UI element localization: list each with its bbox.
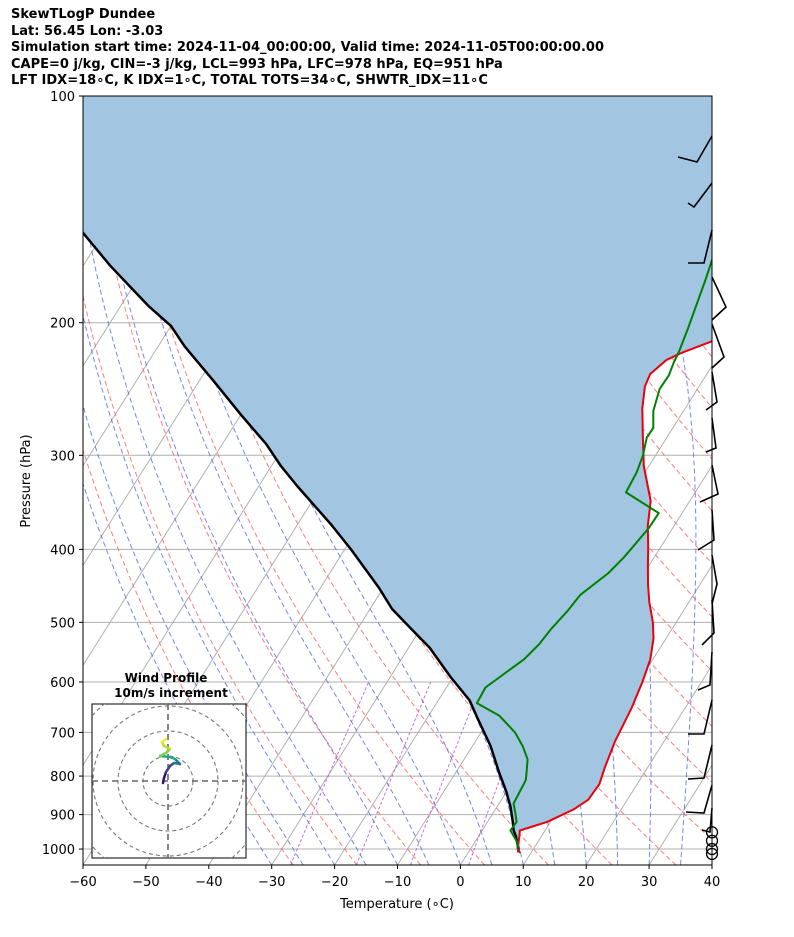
x-tick-label: 40: [704, 875, 721, 890]
moist-adiabat-line: [112, 96, 430, 865]
hodograph-inset: Wind Profile 10m/s increment: [91, 671, 247, 859]
x-tick-label: 10: [515, 875, 532, 890]
parcel-path-line: [83, 230, 520, 853]
indices-line-2: LFT IDX=18∘C, K IDX=1∘C, TOTAL TOTS=34∘C…: [11, 73, 488, 88]
mixing-ratio-line: [468, 681, 537, 865]
wind-barb: [677, 135, 713, 163]
y-tick-label: 300: [50, 449, 75, 464]
y-tick-label: 600: [50, 676, 75, 691]
dry-adiabat-line: [736, 96, 794, 865]
y-tick-label: 1000: [42, 843, 75, 858]
mixing-ratio-line: [290, 681, 370, 865]
hodograph-trace: [158, 737, 182, 785]
moist-adiabat-line: [711, 860, 712, 865]
y-tick-label: 900: [50, 809, 75, 824]
x-tick-label: −20: [321, 875, 348, 890]
profile-lines: [83, 230, 712, 854]
hodograph-rings: [92, 704, 246, 858]
x-tick-label: 30: [641, 875, 658, 890]
isotherm-line: [711, 864, 712, 865]
moist-adiabat-line: [138, 96, 461, 865]
x-axis: −60 −50 −40 −30 −20 −10 0 10 20 30 40: [69, 865, 720, 890]
temperature-line: [516, 340, 712, 854]
time-line: Simulation start time: 2024-11-04_00:00:…: [11, 40, 604, 55]
dewpoint-line: [475, 256, 712, 850]
moist-adiabat-line: [589, 96, 697, 865]
moist-adiabat-line: [83, 313, 336, 865]
wind-barb: [697, 509, 715, 551]
hodograph-title: Wind Profile: [125, 671, 208, 685]
wind-barb: [711, 554, 718, 605]
dry-adiabat-line: [768, 96, 794, 865]
wind-barb: [701, 599, 715, 646]
location-line: Lat: 56.45 Lon: -3.03: [11, 23, 164, 39]
wind-barb: [705, 417, 717, 453]
y-tick-label: 200: [50, 317, 75, 332]
y-tick-label: 400: [50, 543, 75, 558]
y-tick-label: 800: [50, 770, 75, 785]
cape-area: [83, 96, 712, 853]
wind-barb: [688, 229, 713, 264]
wind-barb: [701, 807, 713, 834]
wind-barb: [711, 276, 727, 321]
chart-header: SkewTLogP Dundee Lat: 56.45 Lon: -3.03 S…: [11, 7, 604, 90]
x-tick-label: −60: [69, 875, 96, 890]
y-tick-label: 700: [50, 726, 75, 741]
moist-adiabat-line: [83, 200, 367, 865]
mixing-ratio-line: [355, 681, 432, 865]
y-axis: 100 200 300 400 500 600 700 800 900 1000: [42, 90, 83, 858]
dry-adiabat-line: [83, 293, 358, 865]
wind-barb: [711, 323, 725, 369]
moist-adiabat-line: [89, 96, 398, 865]
cape-cin-shading: [83, 96, 712, 853]
moist-adiabat-line: [466, 96, 652, 865]
dry-adiabat-line: [702, 96, 712, 111]
indices-line-1: CAPE=0 j/kg, CIN=-3 j/kg, LCL=993 hPa, L…: [11, 56, 503, 72]
dry-adiabat-line: [116, 96, 485, 865]
x-tick-label: −30: [258, 875, 285, 890]
x-tick-label: −10: [384, 875, 411, 890]
y-axis-label: Pressure (hPa): [19, 434, 34, 527]
moist-adiabat-line: [83, 482, 273, 865]
hodograph-subtitle: 10m/s increment: [114, 686, 228, 700]
x-tick-label: −50: [132, 875, 159, 890]
wind-barb: [697, 651, 713, 691]
hodograph-segment: [160, 737, 168, 744]
y-tick-label: 500: [50, 616, 75, 631]
wind-barb: [687, 182, 713, 209]
chart-title: SkewTLogP Dundee: [11, 7, 156, 22]
x-axis-label: Temperature (∘C): [339, 897, 454, 912]
isotherm-line: [0, 96, 1, 865]
x-tick-label: 20: [578, 875, 595, 890]
isotherm-line: [585, 664, 712, 865]
wind-barb: [687, 744, 713, 780]
y-tick-label: 100: [50, 90, 75, 105]
moist-adiabat-line: [83, 403, 304, 865]
x-tick-label: −40: [195, 875, 222, 890]
mixing-ratio-line: [409, 681, 483, 865]
wind-barbs: [677, 135, 727, 861]
wind-barb: [699, 464, 719, 503]
wind-barb: [685, 784, 713, 814]
dry-adiabat-line: [83, 448, 294, 865]
wind-barb: [688, 699, 713, 735]
wind-barb: [705, 371, 718, 411]
x-tick-label: 0: [456, 875, 464, 890]
